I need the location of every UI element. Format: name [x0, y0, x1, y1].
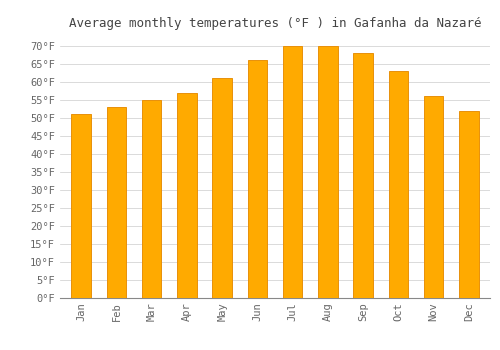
Bar	[248, 60, 267, 298]
Bar	[106, 107, 126, 298]
Bar	[283, 46, 302, 298]
Bar	[424, 96, 444, 298]
Bar	[142, 100, 162, 297]
Bar	[354, 53, 373, 298]
Bar	[212, 78, 232, 298]
Title: Average monthly temperatures (°F ) in Gafanha da Nazaré: Average monthly temperatures (°F ) in Ga…	[69, 17, 481, 30]
Bar	[459, 111, 478, 298]
Bar	[318, 46, 338, 298]
Bar	[177, 92, 197, 298]
Bar	[388, 71, 408, 298]
Bar	[72, 114, 91, 298]
